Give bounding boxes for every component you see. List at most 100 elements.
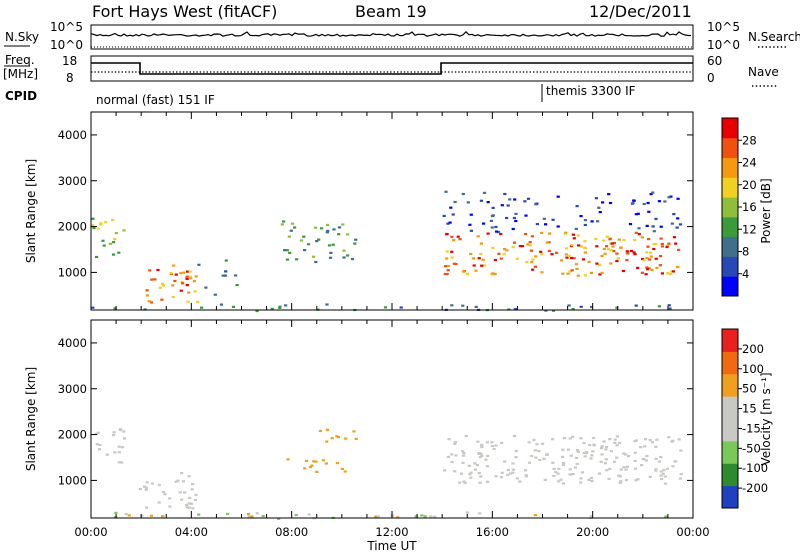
echo-cell: [144, 488, 148, 491]
echo-cell: [91, 306, 95, 309]
echo-cell: [531, 258, 535, 261]
echo-cell: [335, 462, 339, 465]
echo-cell: [303, 249, 307, 252]
echo-cell: [667, 436, 671, 439]
echo-cell: [533, 449, 537, 452]
y-tick-label: 1000: [58, 473, 87, 487]
echo-cell: [636, 212, 640, 215]
echo-cell: [224, 270, 228, 273]
echo-cell: [502, 253, 506, 256]
echo-cell: [629, 249, 634, 253]
echo-cell: [318, 429, 322, 433]
echo-cell: [140, 514, 144, 517]
echo-cell: [443, 272, 447, 276]
echo-cell: [450, 460, 454, 464]
echo-cell: [525, 261, 529, 264]
echo-cell: [95, 255, 99, 259]
echo-cell: [213, 293, 217, 296]
freq-tick-bottom: 8: [66, 71, 74, 85]
echo-cell: [94, 432, 98, 436]
echo-cell: [654, 242, 658, 246]
echo-cell: [113, 238, 117, 241]
echo-cell: [551, 438, 555, 441]
echo-cell: [526, 197, 531, 200]
echo-cell: [191, 507, 195, 510]
echo-cell: [624, 479, 629, 482]
echo-cell: [608, 467, 612, 470]
x-axis-title: Time UT: [366, 539, 417, 553]
echo-cell: [583, 274, 587, 277]
echo-cell: [307, 513, 311, 516]
echo-cell: [518, 480, 522, 483]
echo-cell: [486, 454, 490, 457]
echo-cell: [583, 455, 587, 458]
echo-cell: [278, 305, 282, 308]
echo-cell: [185, 275, 189, 278]
echo-cell: [469, 229, 473, 232]
echo-cell: [117, 445, 121, 448]
echo-cell: [574, 456, 579, 459]
cpid-mode-themis: themis 3300 IF: [546, 84, 636, 98]
echo-cell: [458, 481, 462, 484]
echo-cell: [632, 251, 636, 254]
echo-cell: [168, 505, 172, 508]
echo-cell: [496, 230, 501, 234]
echo-cell: [353, 242, 357, 245]
echo-cell: [98, 448, 102, 451]
echo-cell: [280, 223, 284, 226]
echo-cell: [604, 458, 608, 461]
echo-cell: [500, 441, 504, 444]
echo-cell: [575, 205, 579, 208]
echo-cell: [619, 246, 623, 249]
echo-cell: [514, 449, 518, 453]
echo-cell: [500, 471, 504, 474]
echo-cell: [535, 223, 539, 226]
nsearch-tick-bottom: 10^0: [707, 38, 740, 52]
echo-cell: [148, 269, 152, 272]
echo-cell: [676, 217, 680, 220]
echo-cell: [583, 240, 587, 243]
echo-cell: [561, 272, 565, 275]
echo-cell: [189, 502, 193, 505]
echo-cell: [540, 442, 545, 445]
echo-cell: [659, 455, 663, 459]
echo-cell: [625, 259, 629, 262]
echo-cell: [633, 459, 637, 462]
echo-cell: [543, 478, 547, 481]
echo-cell: [500, 204, 504, 207]
echo-cell: [628, 223, 633, 226]
echo-cell: [174, 273, 178, 276]
echo-cell: [672, 236, 676, 239]
echo-cell: [231, 305, 236, 308]
freq-unit: [MHz]: [3, 67, 38, 81]
echo-cell: [671, 270, 676, 273]
echo-cell: [499, 257, 503, 260]
echo-cell: [530, 235, 534, 238]
echo-cell: [545, 453, 549, 456]
echo-cell: [491, 214, 495, 217]
echo-cell: [648, 258, 652, 261]
echo-cell: [160, 298, 164, 301]
echo-cell: [399, 306, 403, 309]
echo-cell: [478, 455, 482, 459]
echo-cell: [527, 461, 532, 464]
echo-cell: [180, 498, 184, 501]
echo-cell: [607, 477, 611, 480]
colorbar-tick-label: -15: [742, 421, 761, 435]
echo-cell: [577, 244, 581, 247]
echo-cell: [187, 291, 191, 294]
echo-cell: [576, 234, 580, 237]
echo-cell: [526, 243, 530, 246]
echo-cell: [589, 305, 594, 309]
nsky-tick-bottom: 10^0: [50, 38, 83, 52]
echo-cell: [530, 454, 534, 458]
echo-cell: [472, 264, 476, 267]
colorbar-segment: [722, 137, 738, 159]
echo-cell: [346, 254, 350, 257]
echo-cell: [676, 197, 680, 200]
echo-cell: [145, 289, 149, 292]
echo-cell: [583, 219, 587, 222]
echo-cell: [619, 468, 623, 471]
echo-cell: [511, 462, 515, 465]
echo-cell: [554, 470, 558, 474]
